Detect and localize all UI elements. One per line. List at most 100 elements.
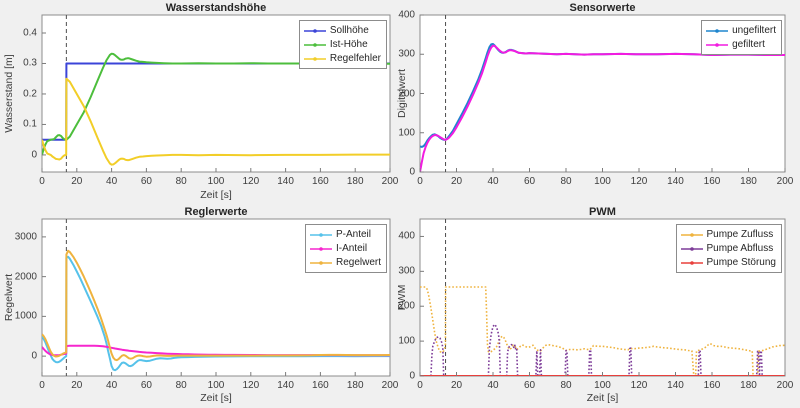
- y-tick-label: 0: [31, 350, 37, 362]
- legend: P-Anteil I-Anteil Regelwert: [304, 224, 387, 273]
- x-tick-label: 80: [175, 380, 187, 391]
- legend-line-sample: [680, 232, 703, 237]
- x-tick-label: 140: [277, 380, 294, 391]
- x-tick-label: 180: [740, 380, 757, 391]
- y-tick-label: 1000: [14, 310, 37, 322]
- x-tick-label: 200: [381, 380, 399, 391]
- x-tick-label: 120: [242, 176, 260, 187]
- x-tick-label: 40: [487, 380, 499, 391]
- x-tick-label: 40: [487, 176, 499, 187]
- y-tick-label: 0.3: [23, 57, 37, 69]
- x-tick-label: 140: [667, 176, 684, 187]
- y-tick-label: 3000: [14, 231, 37, 243]
- legend-label: Ist-Höhe: [329, 39, 368, 50]
- x-tick-label: 80: [560, 176, 572, 187]
- y-axis-label-regelwert: Regelwert: [3, 273, 15, 322]
- y-tick-label: 400: [398, 9, 415, 21]
- legend-item: Pumpe Störung: [680, 256, 777, 269]
- x-tick-label: 160: [703, 176, 721, 187]
- x-tick-label: 40: [106, 380, 118, 391]
- legend-line-sample: [309, 260, 332, 265]
- y-tick-label: 200: [398, 88, 415, 99]
- subplot-title-sensorwerte: Sensorwerte: [569, 2, 636, 14]
- x-tick-label: 0: [39, 176, 45, 187]
- x-tick-label: 200: [776, 176, 794, 187]
- legend-label: Pumpe Störung: [706, 257, 777, 268]
- x-tick-label: 180: [346, 176, 364, 187]
- y-axis-label-wasserstand: Wasserstand [m]: [3, 54, 15, 133]
- legend-line-sample: [303, 56, 326, 61]
- x-tick-label: 100: [594, 380, 611, 391]
- legend-label: Regelwert: [335, 257, 381, 268]
- legend: ungefiltert gefiltert: [701, 20, 782, 55]
- x-tick-label: 80: [175, 176, 187, 187]
- legend-item: Regelfehler: [303, 52, 381, 65]
- x-tick-label: 140: [667, 380, 684, 391]
- y-tick-label: 100: [398, 127, 415, 139]
- series-line-pumpe-abfluss: [420, 323, 785, 376]
- legend-label: Sollhöhe: [329, 25, 369, 36]
- x-tick-label: 0: [417, 380, 423, 391]
- legend-label: gefiltert: [732, 39, 765, 50]
- x-tick-label: 160: [312, 176, 329, 187]
- x-tick-label: 100: [207, 176, 225, 187]
- x-tick-label: 180: [346, 380, 364, 391]
- legend-item: Sollhöhe: [303, 24, 381, 37]
- x-tick-label: 0: [39, 380, 45, 391]
- legend-item: Ist-Höhe: [303, 38, 381, 51]
- x-tick-label: 60: [140, 176, 152, 187]
- x-tick-label: 100: [207, 380, 225, 391]
- x-axis-label-zeit-3: Zeit [s]: [586, 392, 619, 404]
- x-tick-label: 0: [417, 176, 423, 187]
- x-tick-label: 200: [381, 176, 399, 187]
- y-tick-label: 0: [409, 370, 415, 382]
- x-tick-label: 80: [560, 380, 572, 391]
- x-tick-label: 200: [776, 380, 794, 391]
- y-tick-label: 100: [398, 335, 415, 347]
- x-tick-label: 60: [523, 176, 536, 187]
- y-tick-label: 0: [409, 166, 415, 178]
- x-tick-label: 120: [630, 380, 648, 391]
- legend-item: P-Anteil: [309, 228, 381, 241]
- legend-label: P-Anteil: [335, 229, 371, 240]
- legend-item: ungefiltert: [706, 24, 776, 37]
- x-axis-label-zeit-2: Zeit [s]: [200, 392, 232, 404]
- x-tick-label: 180: [740, 176, 757, 187]
- x-tick-label: 60: [523, 380, 536, 391]
- legend-line-sample: [680, 260, 703, 265]
- y-axis-label-pwm: PWM: [396, 284, 408, 311]
- x-tick-label: 140: [277, 176, 294, 187]
- x-tick-label: 20: [450, 176, 463, 187]
- legend-label: I-Anteil: [335, 243, 368, 254]
- y-tick-label: 0.4: [23, 27, 37, 39]
- legend-label: Pumpe Zufluss: [706, 229, 774, 240]
- x-tick-label: 100: [594, 176, 611, 187]
- legend-line-sample: [303, 42, 326, 47]
- x-tick-label: 60: [140, 380, 152, 391]
- y-tick-label: 0: [31, 149, 37, 161]
- legend-label: Pumpe Abfluss: [706, 243, 774, 254]
- legend-line-sample: [706, 42, 729, 47]
- subplot-title-pwm: PWM: [589, 206, 616, 218]
- y-tick-label: 200: [398, 300, 415, 312]
- legend-item: Regelwert: [309, 256, 381, 269]
- y-tick-label: 2000: [14, 271, 37, 283]
- legend-line-sample: [309, 246, 332, 251]
- legend-item: Pumpe Abfluss: [680, 242, 777, 255]
- x-axis-label-zeit-1: Zeit [s]: [200, 189, 232, 201]
- x-tick-label: 120: [242, 380, 260, 391]
- subplot-title-reglerwerte: Reglerwerte: [184, 206, 248, 218]
- legend-line-sample: [706, 28, 729, 33]
- x-tick-label: 20: [450, 380, 463, 391]
- legend-item: gefiltert: [706, 38, 776, 51]
- legend: Pumpe Zufluss Pumpe Abfluss Pumpe Störung: [675, 224, 782, 273]
- x-tick-label: 20: [71, 176, 83, 187]
- series-line-ist-höhe: [42, 52, 390, 156]
- legend: Sollhöhe Ist-Höhe Regelfehler: [298, 20, 387, 69]
- legend-label: ungefiltert: [732, 25, 776, 36]
- x-tick-label: 160: [312, 380, 329, 391]
- subplot-title-wasserstandshoehe: Wasserstandshöhe: [165, 2, 267, 14]
- series-line-regelfehler: [42, 77, 390, 166]
- x-tick-label: 160: [703, 380, 721, 391]
- legend-line-sample: [303, 28, 326, 33]
